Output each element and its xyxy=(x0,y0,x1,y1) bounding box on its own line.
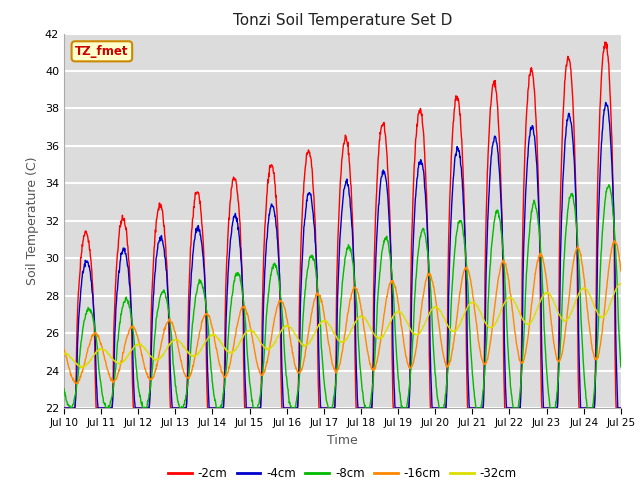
-2cm xyxy=(601,39,609,45)
Y-axis label: Soil Temperature (C): Soil Temperature (C) xyxy=(26,156,39,285)
-16cm xyxy=(60,347,68,352)
-2cm xyxy=(502,405,509,411)
-32cm xyxy=(551,302,559,308)
-8cm xyxy=(502,296,509,302)
-2cm xyxy=(246,405,254,411)
-8cm xyxy=(551,405,559,411)
-8cm xyxy=(184,376,192,382)
-2cm xyxy=(184,334,191,340)
Line: -16cm: -16cm xyxy=(64,241,621,384)
Line: -8cm: -8cm xyxy=(64,185,621,408)
-4cm xyxy=(429,405,436,411)
-4cm xyxy=(184,373,191,379)
Line: -32cm: -32cm xyxy=(64,284,621,368)
Legend: -2cm, -4cm, -8cm, -16cm, -32cm: -2cm, -4cm, -8cm, -16cm, -32cm xyxy=(163,462,522,480)
Title: Tonzi Soil Temperature Set D: Tonzi Soil Temperature Set D xyxy=(233,13,452,28)
-8cm xyxy=(171,373,179,379)
-32cm xyxy=(616,281,624,287)
-32cm xyxy=(60,350,68,356)
-32cm xyxy=(171,337,179,343)
-16cm xyxy=(184,375,192,381)
-32cm xyxy=(429,305,437,311)
-8cm xyxy=(617,364,625,370)
Line: -4cm: -4cm xyxy=(64,102,621,408)
-2cm xyxy=(617,405,625,411)
-2cm xyxy=(170,405,178,411)
-16cm xyxy=(551,347,559,352)
-4cm xyxy=(60,405,68,411)
-16cm xyxy=(502,261,509,267)
-32cm xyxy=(77,365,85,371)
-32cm xyxy=(502,298,509,303)
-2cm xyxy=(60,405,68,411)
-8cm xyxy=(60,386,68,392)
-8cm xyxy=(605,182,612,188)
-32cm xyxy=(184,350,192,356)
-16cm xyxy=(429,281,437,287)
Text: TZ_fmet: TZ_fmet xyxy=(75,45,129,58)
-4cm xyxy=(246,405,254,411)
-16cm xyxy=(246,325,254,331)
-16cm xyxy=(74,381,82,386)
-16cm xyxy=(171,329,179,335)
-32cm xyxy=(617,281,625,287)
-8cm xyxy=(67,405,75,411)
-4cm xyxy=(170,405,178,411)
-16cm xyxy=(611,238,618,244)
-8cm xyxy=(429,340,437,346)
-4cm xyxy=(551,405,559,411)
-16cm xyxy=(617,268,625,274)
-8cm xyxy=(246,384,254,390)
X-axis label: Time: Time xyxy=(327,434,358,447)
-4cm xyxy=(617,405,625,411)
-4cm xyxy=(602,99,609,105)
-2cm xyxy=(551,405,559,411)
-4cm xyxy=(502,384,509,390)
-2cm xyxy=(429,405,436,411)
Line: -2cm: -2cm xyxy=(64,42,621,408)
-32cm xyxy=(246,327,254,333)
